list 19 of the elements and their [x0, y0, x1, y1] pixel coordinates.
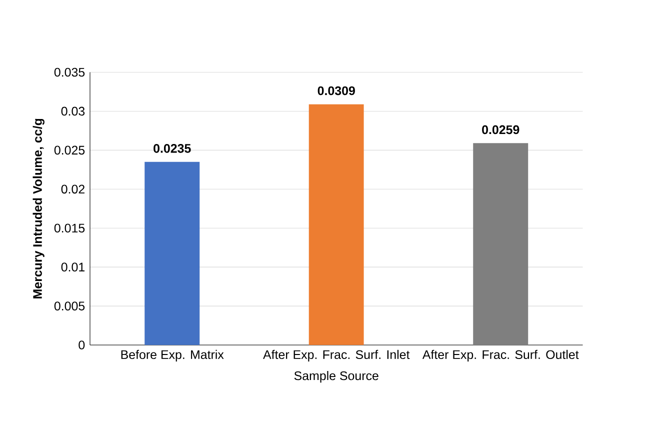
x-tick-label: Before Exp. Matrix: [121, 350, 224, 362]
y-tick-label: 0.02: [61, 184, 84, 194]
x-tick-label: After Exp. Frac. Surf. Outlet: [422, 350, 579, 362]
data-label: 0.0259: [482, 125, 520, 134]
y-tick-label: 0.01: [61, 262, 84, 272]
y-tick-label: 0.015: [54, 224, 85, 233]
data-label: 0.0235: [154, 144, 191, 153]
data-label: 0.0309: [318, 86, 355, 96]
bar: [144, 162, 200, 345]
y-axis-title: Mercury Intruded Volume, cc/g: [32, 118, 44, 298]
x-tick-label: After Exp. Frac. Surf. Inlet: [263, 350, 410, 362]
y-tick-label: 0.005: [54, 302, 85, 310]
x-axis-title: Sample Source: [294, 370, 378, 383]
bar: [473, 143, 528, 345]
y-tick-label: 0.03: [61, 106, 85, 116]
bar: [308, 104, 364, 345]
y-tick-label: 0: [78, 340, 85, 350]
y-tick-label: 0.025: [54, 146, 85, 155]
y-tick-label: 0.035: [54, 68, 85, 77]
